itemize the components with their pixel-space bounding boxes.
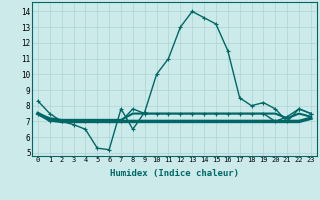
X-axis label: Humidex (Indice chaleur): Humidex (Indice chaleur) [110,169,239,178]
